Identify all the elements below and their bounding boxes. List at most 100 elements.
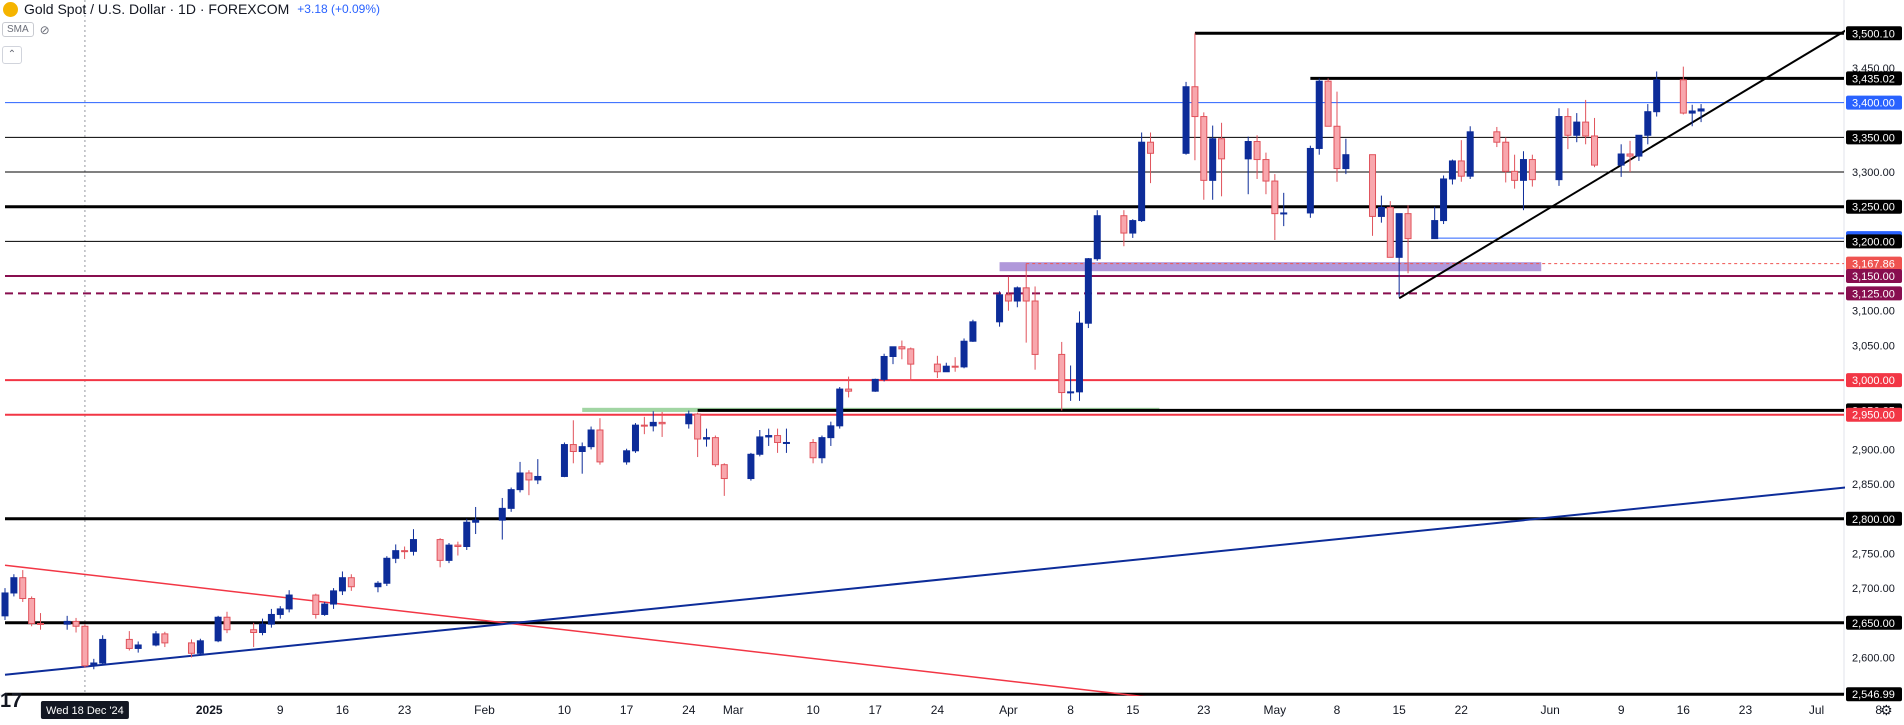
price-label-text: 3,500.10 bbox=[1852, 28, 1895, 40]
crosshair-date-box bbox=[40, 701, 129, 719]
candle-body bbox=[516, 472, 524, 491]
candle bbox=[1635, 134, 1643, 161]
candle-body bbox=[969, 321, 977, 342]
candle-body bbox=[1688, 110, 1696, 114]
candle-body bbox=[1244, 141, 1252, 160]
candle-body bbox=[1333, 125, 1341, 170]
trendline bbox=[4, 480, 1904, 676]
price-label-box bbox=[1846, 199, 1902, 214]
candle bbox=[756, 430, 764, 457]
candle-body bbox=[631, 424, 639, 452]
candle bbox=[99, 635, 107, 665]
price-label-text: 2,546.99 bbox=[1852, 689, 1895, 701]
zone-box bbox=[999, 262, 1542, 272]
candle-body bbox=[640, 424, 648, 427]
eye-slash-icon[interactable]: ⊘ bbox=[39, 22, 50, 37]
candle-body bbox=[1679, 79, 1687, 114]
candle bbox=[445, 543, 453, 564]
symbol-title[interactable]: Gold Spot / U.S. Dollar · 1D · FOREXCOM bbox=[24, 1, 290, 17]
candle bbox=[1004, 276, 1012, 311]
candle-body bbox=[72, 620, 80, 627]
candle bbox=[534, 459, 542, 485]
candle-body bbox=[81, 625, 89, 667]
candle-body bbox=[1617, 153, 1625, 166]
candle-body bbox=[1564, 116, 1572, 136]
x-tick-label: Apr bbox=[999, 703, 1018, 717]
candle bbox=[560, 442, 568, 478]
candle-body bbox=[871, 378, 879, 392]
candle bbox=[152, 631, 160, 647]
candle bbox=[640, 416, 648, 435]
x-tick-label: 9 bbox=[1618, 703, 1625, 717]
candle-body bbox=[1555, 116, 1563, 181]
candle bbox=[845, 376, 853, 398]
indicator-chip-sma[interactable]: SMA bbox=[2, 22, 34, 37]
candle-body bbox=[19, 577, 27, 600]
candle bbox=[1209, 125, 1217, 200]
candle bbox=[196, 638, 204, 656]
candle bbox=[1200, 112, 1208, 200]
candle bbox=[960, 338, 968, 369]
candle-body bbox=[1093, 215, 1101, 260]
candle bbox=[1031, 286, 1039, 370]
candle-body bbox=[1582, 121, 1590, 137]
candle bbox=[1626, 140, 1634, 173]
candle bbox=[321, 601, 329, 616]
price-label-text: 3,350.00 bbox=[1852, 132, 1895, 144]
candle bbox=[1386, 201, 1394, 258]
price-label: 3,125.00 bbox=[1846, 286, 1902, 301]
candle-body bbox=[330, 590, 338, 605]
candle bbox=[276, 606, 284, 619]
price-axis-background bbox=[1845, 0, 1904, 725]
candle-body bbox=[223, 616, 231, 631]
candle bbox=[1280, 192, 1288, 227]
candle bbox=[507, 487, 515, 512]
candle-body bbox=[276, 608, 284, 615]
candle bbox=[623, 448, 631, 465]
crosshair-date-text: Wed 18 Dec '24 bbox=[46, 705, 124, 717]
x-tick-label: 10 bbox=[806, 703, 820, 717]
trendline bbox=[1398, 15, 1871, 300]
candle-body bbox=[960, 340, 968, 368]
x-tick-label: 15 bbox=[1126, 703, 1140, 717]
candle bbox=[1377, 195, 1385, 223]
candle-body bbox=[63, 620, 71, 625]
x-tick-label: 8 bbox=[1875, 703, 1882, 717]
candle-body bbox=[1377, 206, 1385, 217]
candle bbox=[880, 353, 888, 382]
candle bbox=[1271, 174, 1279, 240]
y-tick-label: 2,750.00 bbox=[1852, 548, 1895, 560]
candle bbox=[374, 581, 382, 593]
candle-body bbox=[1209, 138, 1217, 181]
candle bbox=[1333, 91, 1341, 182]
candle-body bbox=[1395, 213, 1403, 258]
candle bbox=[649, 411, 657, 432]
candle bbox=[1342, 138, 1350, 175]
candle-body bbox=[880, 355, 888, 380]
candle-body bbox=[1306, 147, 1314, 214]
x-tick-label: 24 bbox=[682, 703, 696, 717]
candle bbox=[809, 439, 817, 464]
price-label: 3,500.10 bbox=[1846, 26, 1902, 40]
candle-body bbox=[942, 365, 950, 373]
candle-body bbox=[436, 539, 444, 561]
candle-body bbox=[267, 613, 275, 625]
x-tick-label: 24 bbox=[931, 703, 945, 717]
collapse-indicators-button[interactable]: ⌃ bbox=[2, 46, 22, 64]
candle-body bbox=[747, 453, 755, 480]
price-label: 3,435.02 bbox=[1846, 71, 1902, 86]
candle bbox=[19, 570, 27, 602]
candle bbox=[827, 421, 835, 446]
candle-body bbox=[152, 633, 160, 646]
candle bbox=[1653, 71, 1661, 117]
candle bbox=[747, 452, 755, 481]
candle bbox=[383, 556, 391, 587]
candle bbox=[1466, 126, 1474, 179]
candle bbox=[285, 590, 293, 613]
y-tick-label: 2,600.00 bbox=[1852, 652, 1895, 664]
candle bbox=[1502, 137, 1510, 183]
gear-icon[interactable]: ⚙ bbox=[1880, 703, 1893, 719]
candle-body bbox=[507, 489, 515, 509]
candle bbox=[1679, 66, 1687, 115]
